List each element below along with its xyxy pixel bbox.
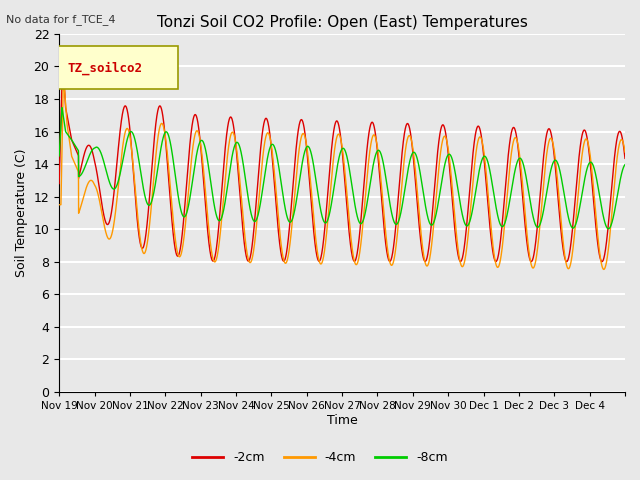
X-axis label: Time: Time — [326, 414, 358, 427]
Y-axis label: Soil Temperature (C): Soil Temperature (C) — [15, 149, 28, 277]
Text: No data for f_TCE_4: No data for f_TCE_4 — [6, 14, 116, 25]
Legend: -2cm, -4cm, -8cm: -2cm, -4cm, -8cm — [187, 446, 453, 469]
Text: TZ_soilco2: TZ_soilco2 — [68, 61, 143, 74]
FancyBboxPatch shape — [56, 47, 178, 89]
Title: Tonzi Soil CO2 Profile: Open (East) Temperatures: Tonzi Soil CO2 Profile: Open (East) Temp… — [157, 15, 527, 30]
